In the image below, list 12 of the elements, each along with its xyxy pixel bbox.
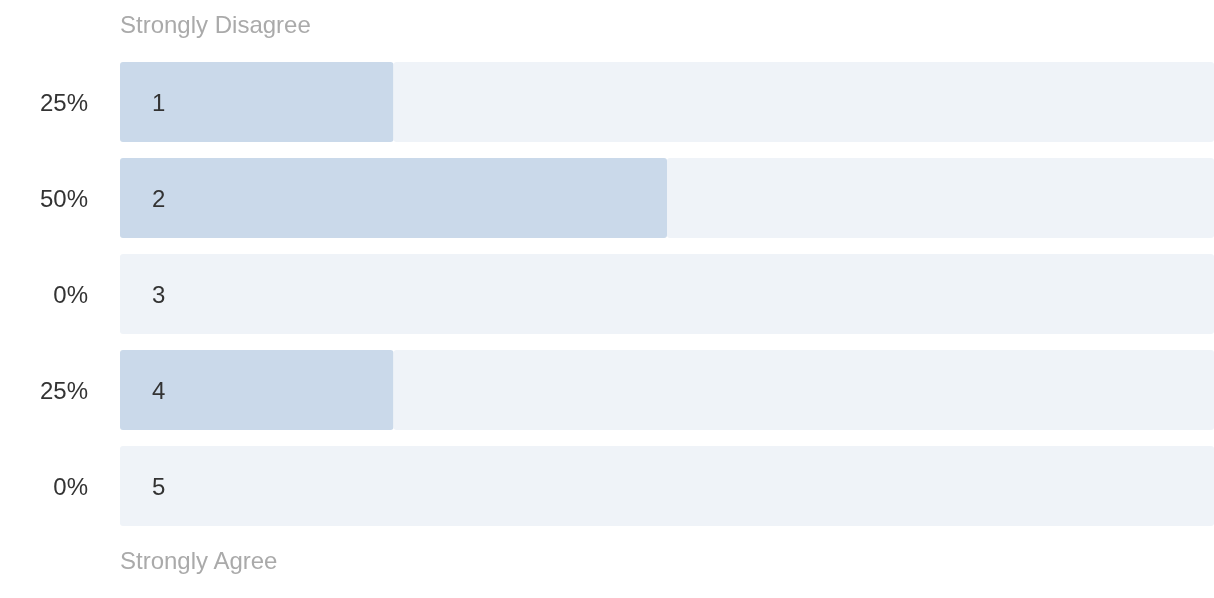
y-tick-label: 4: [152, 376, 166, 404]
data-label: 0%: [53, 472, 88, 500]
text: Strongly Agree: [120, 546, 278, 574]
y-tick-label: 2: [152, 184, 166, 212]
y-tick-label: 5: [152, 472, 166, 500]
y-tick-label: 3: [152, 280, 166, 308]
y-tick-label: 1: [152, 88, 166, 116]
text: Strongly Disagree: [120, 10, 311, 38]
data-label: 0%: [53, 280, 88, 308]
data-label: 50%: [39, 184, 88, 212]
data-label: 25%: [39, 376, 88, 404]
data-label: 25%: [39, 88, 88, 116]
